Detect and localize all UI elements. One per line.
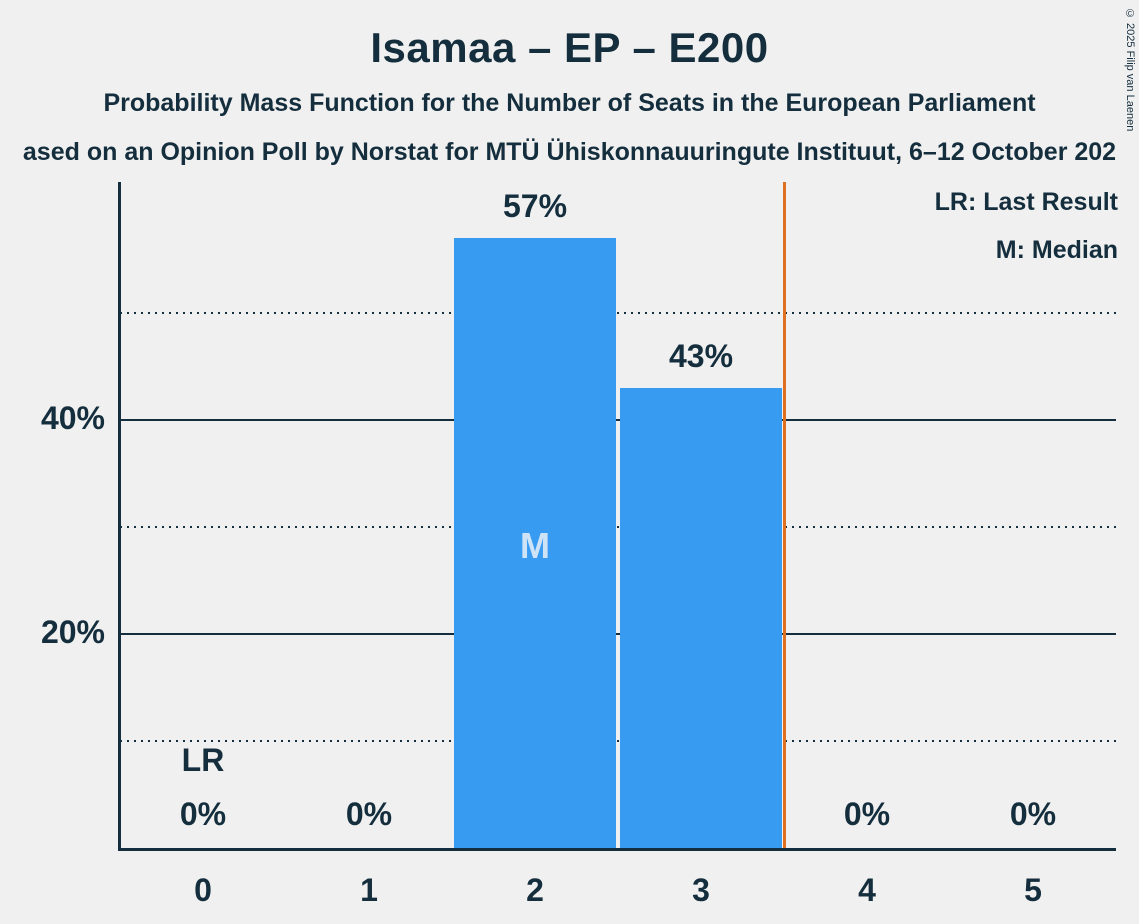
bar-seats-3 xyxy=(620,387,782,848)
gridline-dotted xyxy=(120,526,1116,528)
last-result-marker: LR xyxy=(181,742,225,778)
bar-value-label: 0% xyxy=(179,796,227,832)
y-axis-line xyxy=(118,182,121,851)
x-axis-tick-label: 1 xyxy=(360,872,378,908)
gridline-dotted xyxy=(120,312,1116,314)
gridline-dotted xyxy=(120,740,1116,742)
bar-value-label: 57% xyxy=(502,188,568,225)
bar-value-label: 0% xyxy=(843,796,891,832)
legend-last-result: LR: Last Result xyxy=(934,188,1118,216)
copyright-notice: © 2025 Filip van Laenen xyxy=(1124,8,1136,132)
y-axis-tick-label: 40% xyxy=(40,400,105,436)
chart-title: Isamaa – EP – E200 xyxy=(370,24,769,71)
x-axis-tick-label: 5 xyxy=(1024,872,1042,908)
median-marker: M xyxy=(520,525,550,567)
chart-legend: LR: Last Result M: Median xyxy=(935,178,1118,274)
bar-value-label: 43% xyxy=(668,337,734,374)
x-axis-tick-label: 0 xyxy=(194,872,212,908)
bar-value-label: 0% xyxy=(1009,796,1057,832)
threshold-line xyxy=(782,182,786,848)
y-axis-tick-label: 20% xyxy=(40,614,105,650)
bar-seats-2 xyxy=(454,238,616,848)
chart-source-line: ased on an Opinion Poll by Norstat for M… xyxy=(22,138,1117,166)
gridline-solid xyxy=(120,419,1116,421)
x-axis-tick-label: 2 xyxy=(526,872,544,908)
chart-subtitle: Probability Mass Function for the Number… xyxy=(103,89,1036,117)
x-axis-tick-label: 3 xyxy=(692,872,710,908)
bar-value-label: 0% xyxy=(345,796,393,832)
x-axis-tick-label: 4 xyxy=(858,872,876,908)
legend-median: M: Median xyxy=(995,236,1118,264)
x-axis-line xyxy=(118,848,1116,851)
gridline-solid xyxy=(120,633,1116,635)
